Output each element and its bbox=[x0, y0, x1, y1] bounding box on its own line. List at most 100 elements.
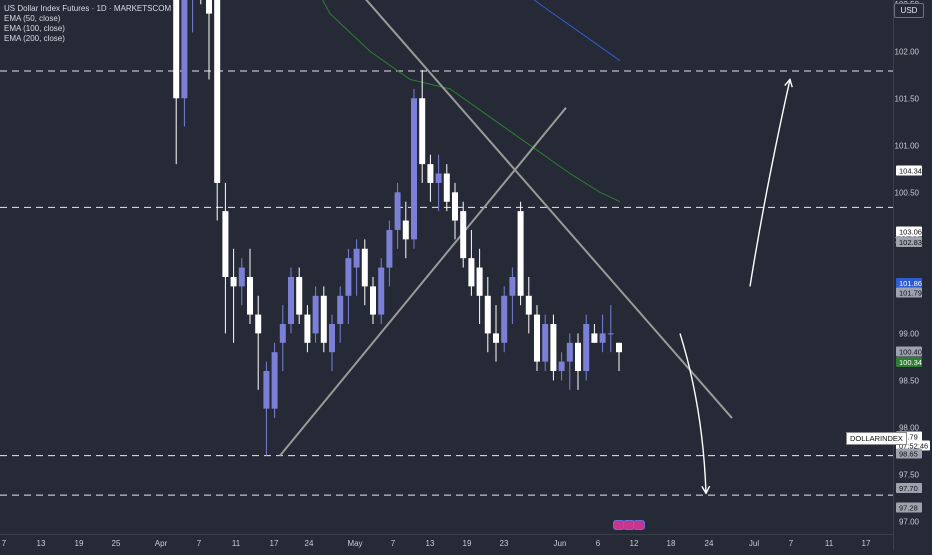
time-tick-label: 24 bbox=[705, 539, 714, 548]
candle-body[interactable] bbox=[320, 295, 327, 343]
candle-body[interactable] bbox=[476, 267, 483, 296]
candle-body[interactable] bbox=[550, 323, 557, 372]
candle-body[interactable] bbox=[312, 295, 319, 334]
candle-body[interactable] bbox=[263, 371, 270, 409]
price-tick-label: 99.00 bbox=[899, 329, 920, 338]
ema50-label[interactable]: EMA (50, close) bbox=[4, 14, 61, 23]
candle-body[interactable] bbox=[591, 333, 598, 343]
candle-body[interactable] bbox=[255, 314, 262, 334]
candle-body[interactable] bbox=[452, 192, 458, 221]
candle-body[interactable] bbox=[296, 276, 303, 315]
candle-body[interactable] bbox=[345, 258, 352, 296]
price-label-text: 97.28 bbox=[899, 504, 918, 513]
price-label-text: 97.70 bbox=[899, 484, 918, 493]
candle-body[interactable] bbox=[370, 286, 376, 315]
price-label-text: 100.34 bbox=[899, 358, 922, 367]
candle-body[interactable] bbox=[575, 342, 581, 372]
events-icons[interactable] bbox=[613, 520, 645, 530]
price-tick-label: 101.50 bbox=[895, 94, 920, 103]
arrow-annotation[interactable] bbox=[749, 79, 791, 287]
candle-body[interactable] bbox=[304, 314, 311, 343]
candle-body[interactable] bbox=[493, 333, 499, 343]
candle-body[interactable] bbox=[566, 342, 573, 362]
candle-body[interactable] bbox=[583, 323, 590, 372]
arrow-head bbox=[701, 485, 711, 495]
candle-body[interactable] bbox=[214, 0, 221, 183]
ema50-line[interactable] bbox=[0, 0, 621, 203]
candle-body[interactable] bbox=[443, 173, 450, 202]
candle-body[interactable] bbox=[599, 333, 606, 343]
time-tick-label: 7 bbox=[197, 539, 202, 548]
candle-body[interactable] bbox=[525, 295, 532, 315]
candle-body[interactable] bbox=[427, 164, 434, 183]
time-tick-label: May bbox=[347, 539, 362, 548]
candle-body[interactable] bbox=[517, 211, 524, 296]
ema100-line[interactable] bbox=[0, 0, 621, 62]
candle-body[interactable] bbox=[230, 276, 237, 287]
price-label-badge bbox=[896, 165, 922, 176]
candle-body[interactable] bbox=[411, 98, 417, 240]
time-tick-label: 18 bbox=[667, 539, 676, 548]
candle-body[interactable] bbox=[509, 276, 516, 296]
candle-body[interactable] bbox=[534, 314, 540, 362]
time-tick-label: 7 bbox=[789, 539, 794, 548]
candle-body[interactable] bbox=[484, 295, 491, 334]
trendline[interactable] bbox=[0, 0, 733, 419]
candle-body[interactable] bbox=[337, 295, 344, 324]
candle-body[interactable] bbox=[460, 211, 467, 259]
candle-body[interactable] bbox=[206, 0, 212, 14]
arrow-annotation[interactable] bbox=[679, 333, 707, 494]
candle-body[interactable] bbox=[435, 173, 442, 183]
price-tick-label: 101.00 bbox=[895, 141, 920, 150]
candle-body[interactable] bbox=[558, 361, 565, 372]
candle-body[interactable] bbox=[542, 323, 549, 362]
event-icon[interactable] bbox=[633, 520, 645, 530]
price-label-badge bbox=[896, 483, 922, 493]
candle-body[interactable] bbox=[501, 295, 508, 343]
arrow-head bbox=[784, 78, 793, 88]
price-label-text: 102.83 bbox=[899, 238, 922, 247]
price-label-text: 98.65 bbox=[899, 450, 918, 459]
candle-body[interactable] bbox=[181, 0, 188, 99]
price-label-badge bbox=[896, 346, 922, 357]
price-label-text: 07:52:46 bbox=[899, 442, 928, 451]
ema100-label[interactable]: EMA (100, close) bbox=[4, 24, 65, 33]
candle-body[interactable] bbox=[607, 333, 614, 335]
price-label-badge bbox=[896, 287, 922, 298]
time-tick-label: 11 bbox=[825, 539, 834, 548]
candle-body[interactable] bbox=[271, 352, 278, 409]
candle-body[interactable] bbox=[402, 220, 409, 240]
price-label-text: 98.79 bbox=[899, 433, 918, 442]
candle-body[interactable] bbox=[222, 211, 229, 277]
time-tick-label: Jun bbox=[554, 539, 567, 548]
candle-body[interactable] bbox=[329, 323, 335, 353]
time-tick-label: 11 bbox=[232, 539, 241, 548]
candle-body[interactable] bbox=[247, 276, 253, 315]
price-label-text: 101.86 bbox=[899, 279, 922, 288]
currency-button[interactable]: USD bbox=[894, 3, 924, 18]
price-label-badge bbox=[896, 357, 922, 367]
candle-body[interactable] bbox=[353, 248, 360, 268]
candle-body[interactable] bbox=[279, 323, 286, 343]
time-tick-label: 17 bbox=[270, 539, 279, 548]
time-tick-label: 13 bbox=[426, 539, 435, 548]
candle-body[interactable] bbox=[238, 267, 245, 287]
price-tick-label: 100.50 bbox=[895, 188, 920, 197]
trendline[interactable] bbox=[279, 107, 567, 457]
price-label-badge bbox=[896, 502, 922, 513]
ema200-label[interactable]: EMA (200, close) bbox=[4, 34, 65, 43]
candle-body[interactable] bbox=[419, 98, 426, 165]
candle-body[interactable] bbox=[394, 192, 401, 230]
candle-body[interactable] bbox=[288, 276, 294, 324]
price-tick-label: 98.50 bbox=[899, 376, 920, 385]
candle-body[interactable] bbox=[173, 0, 180, 99]
candle-body[interactable] bbox=[616, 342, 622, 353]
candle-body[interactable] bbox=[386, 229, 393, 268]
candle-body[interactable] bbox=[378, 267, 385, 315]
time-tick-label: 6 bbox=[596, 539, 601, 548]
candle-body[interactable] bbox=[361, 248, 368, 287]
chart-title: US Dollar Index Futures · 1D · MARKETSCO… bbox=[4, 4, 172, 13]
candle-body[interactable] bbox=[468, 258, 475, 287]
